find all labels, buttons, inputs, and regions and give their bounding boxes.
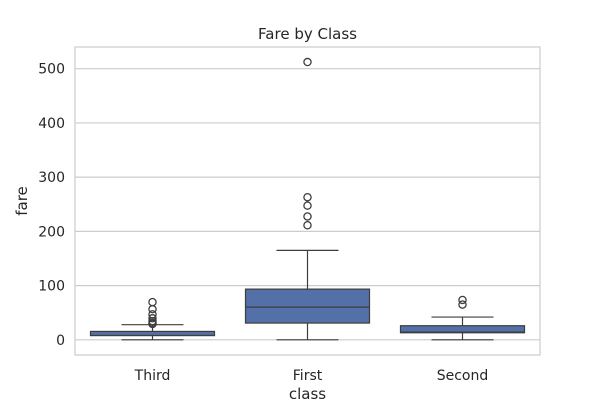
- box-group-third: [89, 297, 216, 341]
- x-axis-label: class: [289, 385, 326, 400]
- outlier-point: [303, 212, 312, 221]
- x-tick-label: First: [293, 368, 323, 384]
- y-tick-label: 300: [38, 170, 65, 186]
- chart-title: Fare by Class: [258, 25, 357, 43]
- y-tick-label: 200: [38, 224, 65, 240]
- x-tick-label: Third: [134, 368, 171, 384]
- outlier-point: [303, 201, 312, 210]
- box-group-first: [244, 57, 371, 341]
- y-axis-label: fare: [13, 186, 31, 216]
- outlier-point: [148, 314, 157, 323]
- iqr-box: [399, 325, 526, 334]
- iqr-box: [244, 288, 371, 324]
- box-layer: [89, 57, 526, 341]
- outlier-point: [303, 57, 312, 67]
- outlier-point: [148, 304, 157, 314]
- y-tick-label: 100: [38, 279, 65, 295]
- y-tick-labels: 0 100 200 300 400 500: [38, 62, 65, 349]
- outlier-point: [458, 295, 467, 305]
- outlier-point: [148, 297, 157, 307]
- y-tick-label: 0: [56, 333, 65, 349]
- outlier-point: [148, 310, 157, 319]
- x-tick-labels: Third First Second: [134, 368, 489, 384]
- plot-frame: [74, 46, 541, 356]
- outlier-point: [303, 220, 312, 230]
- outlier-point: [303, 192, 312, 202]
- box-group-second: [399, 295, 526, 341]
- y-tick-label: 500: [38, 62, 65, 78]
- y-tick-label: 400: [38, 116, 65, 132]
- x-tick-label: Second: [437, 368, 489, 384]
- outlier-point: [458, 300, 467, 309]
